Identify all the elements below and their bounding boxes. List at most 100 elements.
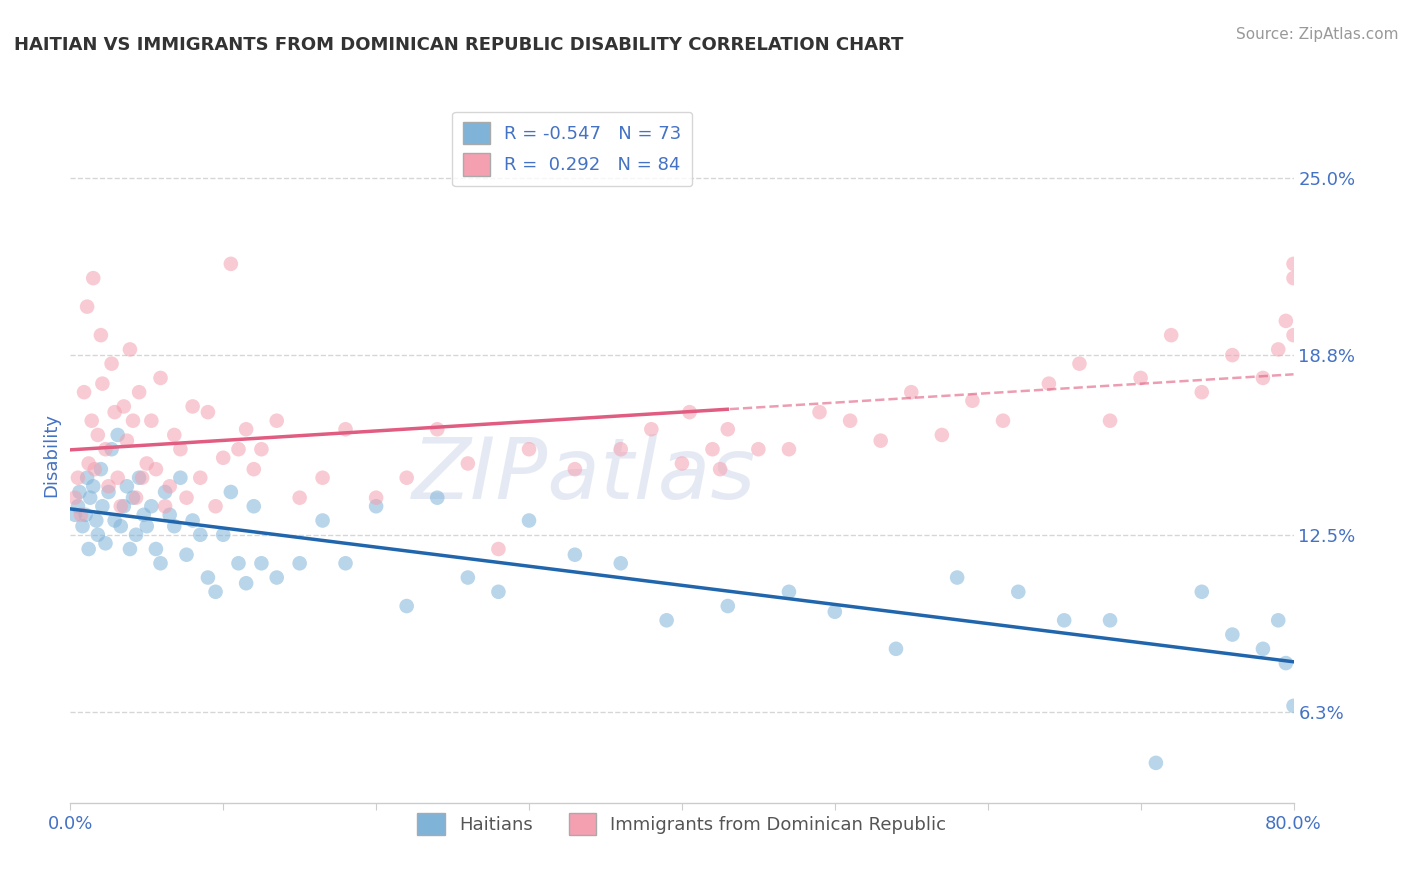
Point: [72, 519, 94, 533]
Point: [91, 500, 114, 514]
Point: [141, 414, 163, 428]
Point: [87, 428, 110, 442]
Point: [125, 528, 148, 542]
Y-axis label: Disability: Disability: [42, 413, 60, 497]
Point: [145, 462, 167, 476]
Point: [395, 599, 418, 613]
Point: [197, 570, 219, 584]
Point: [235, 422, 257, 436]
Point: [149, 556, 172, 570]
Point: [115, 434, 138, 448]
Point: [75, 508, 97, 522]
Point: [250, 442, 273, 457]
Point: [1144, 756, 1167, 770]
Point: [69, 485, 91, 500]
Point: [335, 422, 357, 436]
Point: [1282, 257, 1305, 271]
Point: [778, 584, 800, 599]
Point: [63, 508, 86, 522]
Point: [1267, 343, 1289, 357]
Point: [188, 471, 211, 485]
Point: [110, 519, 132, 533]
Point: [94, 442, 117, 457]
Point: [73, 385, 96, 400]
Point: [176, 491, 198, 505]
Point: [118, 541, 141, 556]
Point: [884, 641, 907, 656]
Point: [219, 257, 242, 271]
Point: [1069, 357, 1091, 371]
Point: [80, 414, 103, 428]
Point: [1220, 627, 1243, 641]
Text: HAITIAN VS IMMIGRANTS FROM DOMINICAN REPUBLIC DISABILITY CORRELATION CHART: HAITIAN VS IMMIGRANTS FROM DOMINICAN REP…: [14, 36, 904, 54]
Point: [159, 508, 181, 522]
Point: [488, 584, 510, 599]
Point: [288, 556, 311, 570]
Point: [366, 500, 388, 514]
Point: [153, 500, 176, 514]
Point: [311, 514, 333, 528]
Point: [311, 471, 333, 485]
Point: [702, 442, 724, 457]
Point: [104, 514, 127, 528]
Point: [82, 271, 104, 285]
Point: [112, 400, 135, 414]
Point: [128, 471, 150, 485]
Point: [77, 457, 100, 471]
Point: [243, 462, 266, 476]
Point: [169, 471, 191, 485]
Point: [1160, 328, 1182, 343]
Point: [128, 385, 150, 400]
Point: [1251, 371, 1274, 385]
Point: [1220, 348, 1243, 362]
Point: [197, 405, 219, 419]
Point: [104, 405, 127, 419]
Point: [564, 462, 586, 476]
Point: [115, 479, 138, 493]
Point: [90, 462, 112, 476]
Point: [250, 556, 273, 570]
Point: [564, 548, 586, 562]
Point: [87, 528, 110, 542]
Point: [70, 508, 93, 522]
Point: [212, 450, 235, 465]
Point: [717, 599, 740, 613]
Point: [97, 485, 120, 500]
Point: [778, 442, 800, 457]
Point: [517, 442, 540, 457]
Point: [1099, 613, 1122, 627]
Point: [457, 457, 479, 471]
Point: [962, 393, 984, 408]
Point: [266, 570, 288, 584]
Point: [91, 376, 114, 391]
Point: [181, 400, 204, 414]
Point: [517, 514, 540, 528]
Text: ZIPatlas: ZIPatlas: [412, 434, 756, 517]
Point: [94, 536, 117, 550]
Point: [149, 371, 172, 385]
Point: [709, 462, 731, 476]
Point: [204, 584, 226, 599]
Point: [176, 548, 198, 562]
Point: [931, 428, 953, 442]
Point: [110, 500, 132, 514]
Point: [655, 613, 678, 627]
Point: [159, 479, 181, 493]
Point: [288, 491, 311, 505]
Point: [335, 556, 357, 570]
Point: [839, 414, 862, 428]
Point: [107, 471, 129, 485]
Point: [747, 442, 769, 457]
Point: [107, 428, 129, 442]
Point: [97, 479, 120, 493]
Point: [125, 491, 148, 505]
Point: [100, 357, 122, 371]
Point: [83, 462, 105, 476]
Point: [610, 442, 633, 457]
Point: [188, 528, 211, 542]
Point: [671, 457, 693, 471]
Point: [640, 422, 662, 436]
Point: [66, 500, 89, 514]
Point: [488, 541, 510, 556]
Point: [1191, 584, 1213, 599]
